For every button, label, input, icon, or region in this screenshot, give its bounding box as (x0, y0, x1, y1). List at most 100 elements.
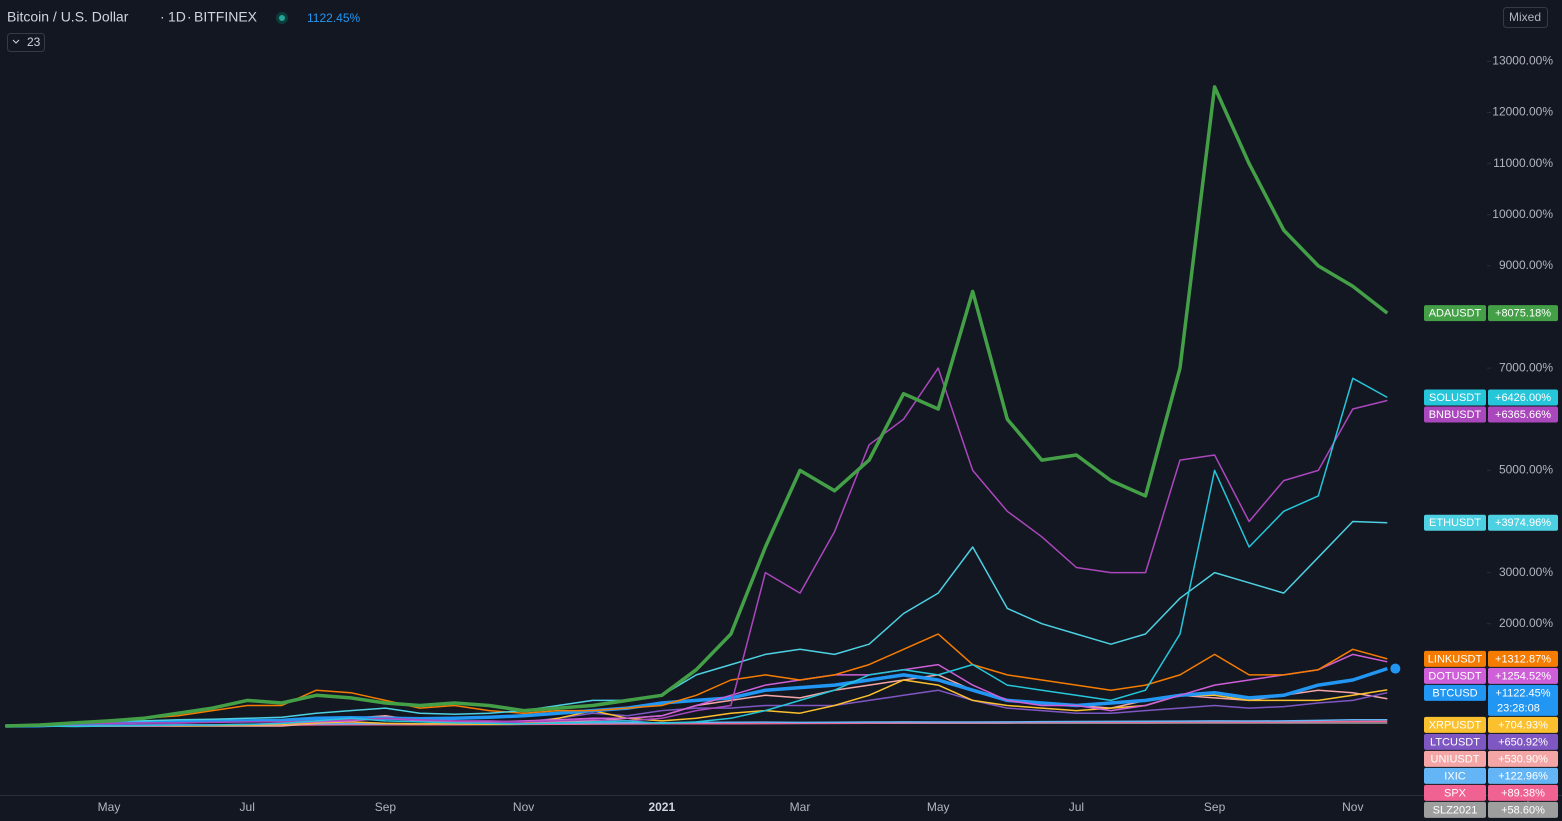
tag-value-box (1488, 667, 1558, 684)
series-line (5, 377, 1388, 728)
x-tick-label: Nov (1342, 800, 1363, 814)
status-dot (279, 15, 285, 21)
series-line (5, 520, 1388, 727)
tag-value: +1312.87% (1495, 653, 1551, 665)
tag-value-box (1488, 650, 1558, 667)
tag-name-box (1424, 767, 1486, 784)
tag-value-box (1488, 305, 1558, 322)
x-tick-label: Jul (240, 800, 255, 814)
tag-value-box (1488, 684, 1558, 716)
y-tick-label: 12000.00% (1492, 105, 1553, 119)
price-tag: ADAUSDT +8075.18% (1424, 305, 1558, 322)
symbol-title: Bitcoin / U.S. Dollar (7, 9, 129, 25)
x-tick-label: Nov (513, 800, 534, 814)
y-tick-label: 3000.00% (1499, 565, 1553, 579)
y-tick-label: 11000.00% (1493, 156, 1553, 170)
tag-name-box (1424, 389, 1486, 406)
tag-value-box (1488, 767, 1558, 784)
price-tag: LINKUSDT +1312.87% (1424, 650, 1558, 667)
tag-name: UNIUSDT (1431, 753, 1480, 765)
tag-name: LTCUSDT (1430, 736, 1480, 748)
tag-name: XRPUSDT (1429, 719, 1482, 731)
price-tag: SOLUSDT +6426.00% (1424, 389, 1558, 406)
tag-value: +1122.45% (1495, 687, 1550, 699)
x-tick-label: Sep (375, 800, 397, 814)
collapse-button[interactable]: 23 (7, 33, 45, 52)
tag-value: +58.60% (1501, 804, 1545, 816)
tag-name: IXIC (1444, 770, 1465, 782)
tag-name: ETHUSDT (1429, 517, 1481, 529)
tag-name-box (1424, 305, 1486, 322)
tag-name: DOTUSDT (1428, 670, 1481, 682)
x-tick-label: Jul (1069, 800, 1084, 814)
tag-name-box (1424, 514, 1486, 531)
price-tag: SPX +89.38% (1424, 784, 1558, 801)
y-tick-label: 10000.00% (1492, 207, 1553, 221)
x-tick-label: Sep (1204, 800, 1226, 814)
tag-name-box (1424, 406, 1486, 423)
tag-value-box (1488, 801, 1558, 818)
y-tick-label: 5000.00% (1499, 463, 1553, 477)
x-tick-label: Mar (790, 800, 811, 814)
price-tag: XRPUSDT +704.93% (1424, 716, 1558, 733)
tag-value-box (1488, 716, 1558, 733)
tag-value-box (1488, 733, 1558, 750)
tag-value-box (1488, 750, 1558, 767)
price-tag: SLZ2021 +58.60% (1424, 801, 1558, 818)
tag-name: SOLUSDT (1429, 392, 1481, 404)
chevron (12, 39, 20, 44)
y-tick-label: 2000.00% (1499, 616, 1553, 630)
y-tick-label: 13000.00% (1492, 54, 1553, 68)
last-point (1390, 663, 1401, 674)
tag-value-box (1488, 389, 1558, 406)
tag-value-box (1488, 406, 1558, 423)
tag-value: +122.96% (1498, 770, 1548, 782)
tag-name: LINKUSDT (1428, 653, 1483, 665)
price-tag: ETHUSDT +3974.96% (1424, 514, 1558, 531)
tag-name: ADAUSDT (1429, 308, 1482, 320)
tag-name-box (1424, 684, 1486, 701)
tag-value: +3974.96% (1495, 517, 1551, 529)
x-tick-label: 2021 (648, 800, 675, 814)
tag-value-box (1488, 784, 1558, 801)
price-tag: BNBUSDT +6365.66% (1424, 406, 1558, 423)
scale-mode: Mixed (1509, 10, 1541, 24)
tag-value: +89.38% (1501, 787, 1545, 799)
tag-value: +6426.00% (1495, 392, 1551, 404)
tag-value: +650.92% (1498, 736, 1548, 748)
change-value: 1122.45% (307, 11, 360, 25)
tag-name-box (1424, 733, 1486, 750)
scale-mode-button[interactable]: Mixed (1503, 7, 1548, 28)
y-tick-label: 7000.00% (1499, 360, 1553, 374)
tag-value: +704.93% (1498, 719, 1548, 731)
tag-name-box (1424, 750, 1486, 767)
price-tag: UNIUSDT +530.90% (1424, 750, 1558, 767)
price-tag: DOTUSDT +1254.52% (1424, 667, 1558, 684)
tag-name: SLZ2021 (1433, 804, 1478, 816)
tag-name-box (1424, 716, 1486, 733)
tag-name: SPX (1444, 787, 1467, 799)
tag-name-box (1424, 650, 1486, 667)
x-tick-label: May (927, 800, 950, 814)
series-line (5, 633, 1388, 727)
tag-name-box (1424, 667, 1486, 684)
separator: · (187, 9, 192, 25)
price-tag: BTCUSD +1122.45% 23:28:08 (1424, 684, 1558, 716)
y-tick-label: 9000.00% (1499, 258, 1553, 272)
tag-value: +8075.18% (1495, 308, 1551, 320)
interval: 1D (168, 9, 186, 25)
tag-name-box (1424, 801, 1486, 818)
series-line (5, 367, 1388, 727)
tag-name: BTCUSD (1432, 687, 1477, 699)
countdown: 23:28:08 (1497, 702, 1540, 714)
tag-value: +530.90% (1498, 753, 1548, 765)
tag-value: +1254.52% (1495, 670, 1551, 682)
tag-value: +6365.66% (1495, 409, 1551, 421)
tag-value-box (1488, 514, 1558, 531)
series-line (5, 85, 1389, 728)
price-tag: LTCUSDT +650.92% (1424, 733, 1558, 750)
series-line (5, 666, 1388, 728)
